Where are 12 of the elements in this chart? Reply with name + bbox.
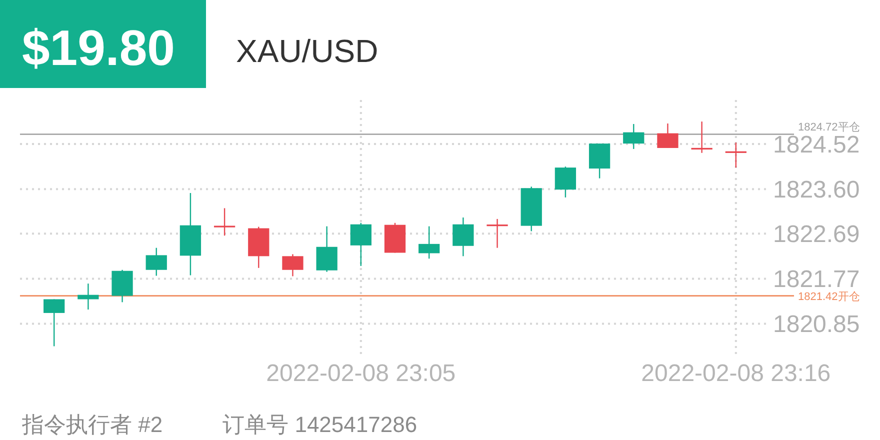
y-tick-label: 1822.69: [773, 221, 860, 248]
x-tick-label: 2022-02-08 23:16: [641, 360, 831, 387]
badge: $19.80: [0, 0, 206, 88]
title: XAU/USD: [236, 33, 378, 69]
y-tick-label: 1820.85: [773, 311, 860, 338]
y-tick-label: 1824.52: [773, 132, 860, 159]
text: 订单号 1425417286: [222, 412, 418, 437]
ref-line-label: 1821.42开仓: [798, 290, 860, 303]
text: 指令执行者 #2: [21, 412, 163, 437]
ref-line-label: 1824.72平仓: [798, 121, 860, 134]
x-tick-label: 2022-02-08 23:05: [266, 360, 456, 387]
y-tick-label: 1823.60: [773, 176, 860, 204]
